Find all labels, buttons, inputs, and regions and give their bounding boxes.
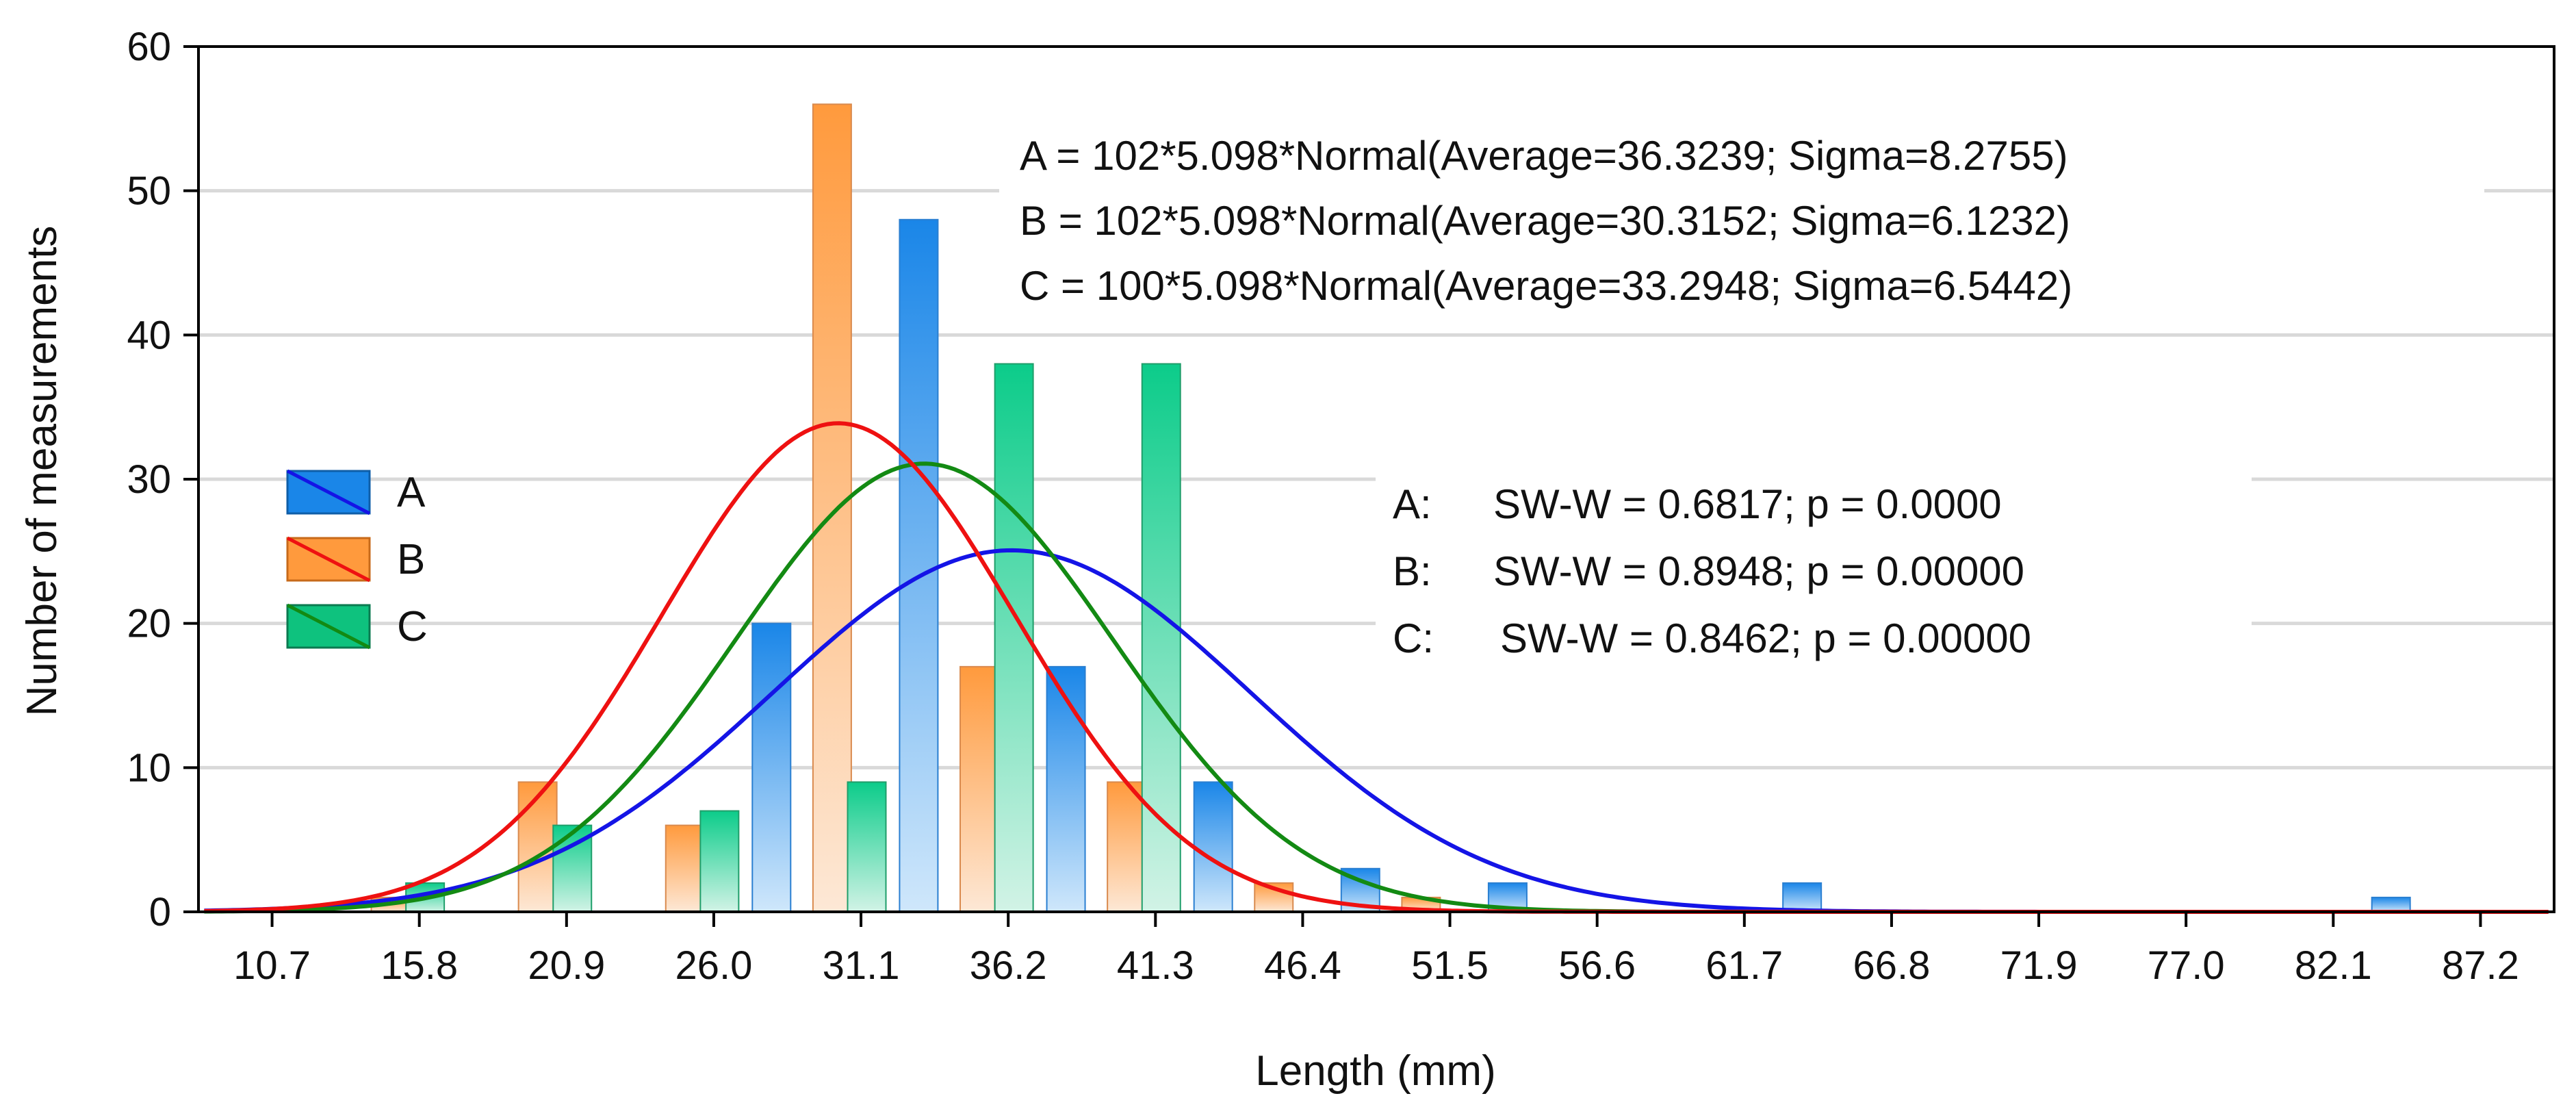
equations-box: A = 102*5.098*Normal(Average=36.3239; Si… [999,113,2484,318]
legend-item-b: B [286,536,425,583]
bars [370,103,2411,913]
bar-c-3 [847,781,887,913]
y-tick-label-6: 60 [127,25,171,69]
bar-b-3 [812,103,852,913]
sw-label-c: C: [1393,615,1434,661]
x-tick-label-3: 26.0 [675,943,752,988]
legend-label-a: A [397,469,426,516]
x-axis-title: Length (mm) [1255,1047,1495,1095]
x-tick-label-5: 36.2 [970,943,1047,988]
x-tick-label-9: 56.6 [1558,943,1636,988]
sw-value-a: SW-W = 0.6817; p = 0.0000 [1493,481,2002,527]
x-tick-label-7: 46.4 [1264,943,1341,988]
x-tick-label-2: 20.9 [528,943,605,988]
x-tick-label-10: 61.7 [1705,943,1783,988]
sw-value-c: SW-W = 0.8462; p = 0.00000 [1500,615,2031,661]
x-tick-label-6: 41.3 [1117,943,1194,988]
y-tick-label-2: 20 [127,602,171,646]
x-tick-label-1: 15.8 [381,943,458,988]
y-axis-title: Number of measurements [18,226,66,717]
x-tick-label-15: 87.2 [2442,943,2519,988]
x-tick-label-8: 51.5 [1411,943,1489,988]
x-tick-label-0: 10.7 [233,943,311,988]
legend-label-b: B [397,536,425,583]
legend: A B C [286,469,428,650]
y-tick-label-1: 10 [127,745,171,790]
legend-item-a: A [286,469,426,516]
bar-a-1 [899,218,939,913]
bar-b-4 [959,665,1000,913]
bar-a-0 [751,622,792,913]
bar-c-2 [699,810,740,913]
sw-value-b: SW-W = 0.8948; p = 0.00000 [1493,548,2024,594]
sw-label-b: B: [1393,548,1432,594]
bar-a-7 [2371,896,2411,913]
equation-c: C = 100*5.098*Normal(Average=33.2948; Si… [1020,263,2072,309]
legend-line-a [286,469,371,515]
axes: 0 10 20 30 40 50 60 10.7 15.8 20.9 26.0 31.1 36.2 41.… [127,25,2519,988]
equation-a: A = 102*5.098*Normal(Average=36.3239; Si… [1020,133,2068,179]
bar-b-2 [665,824,705,913]
x-tick-label-4: 31.1 [823,943,900,988]
normality-test-box: A: SW-W = 0.6817; p = 0.0000 B: SW-W = 0… [1376,469,2252,674]
y-tick-label-3: 30 [127,457,171,502]
bar-a-6 [1782,882,1822,913]
x-tick-label-11: 66.8 [1853,943,1930,988]
equation-b: B = 102*5.098*Normal(Average=30.3152; Si… [1020,198,2070,244]
y-tick-label-4: 40 [127,313,171,357]
y-tick-label-5: 50 [127,169,171,214]
legend-line-c [286,603,371,650]
x-tick-label-14: 82.1 [2295,943,2372,988]
legend-line-b [286,536,371,583]
legend-label-c: C [397,603,428,650]
x-tick-label-13: 77.0 [2148,943,2225,988]
equations-background [999,113,2484,318]
x-tick-label-12: 71.9 [2000,943,2078,988]
normality-test-background [1376,469,2252,674]
y-tick-label-0: 0 [149,890,171,934]
legend-item-c: C [286,603,428,650]
bar-a-2 [1046,665,1086,913]
bar-b-5 [1107,781,1147,913]
bar-a-3 [1193,781,1233,913]
sw-label-a: A: [1393,481,1432,527]
